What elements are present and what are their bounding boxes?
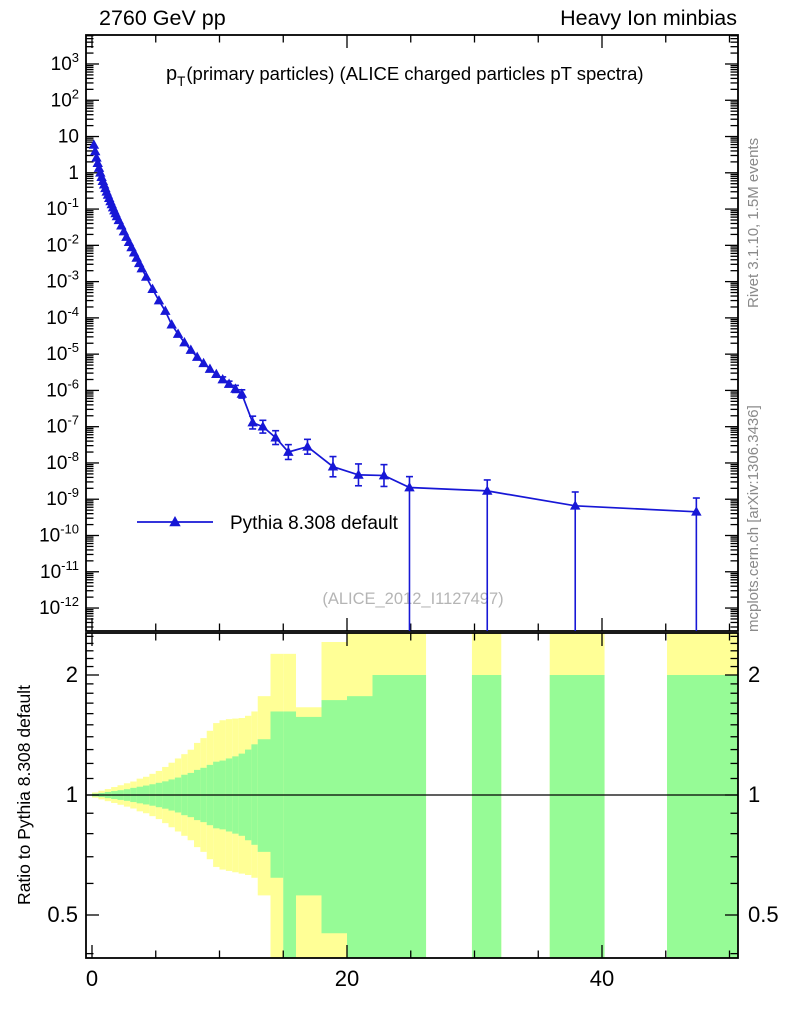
beam-label: 2760 GeV pp xyxy=(99,6,226,30)
ratio-band-inner xyxy=(92,675,738,958)
svg-text:0.5: 0.5 xyxy=(748,902,779,927)
plot-title: pT(primary particles) (ALICE charged par… xyxy=(166,63,644,89)
svg-text:10-11: 10-11 xyxy=(40,558,79,583)
spectrum-error-bars xyxy=(170,323,700,631)
svg-text:2: 2 xyxy=(66,662,78,687)
svg-text:102: 102 xyxy=(51,86,79,111)
svg-text:10-10: 10-10 xyxy=(39,522,79,547)
axis-labels: 10-1210-1110-1010-910-810-710-610-510-41… xyxy=(39,50,779,991)
axis-ticks xyxy=(86,35,738,958)
svg-text:10-3: 10-3 xyxy=(46,268,79,293)
process-label: Heavy Ion minbias xyxy=(560,6,737,30)
svg-text:10-4: 10-4 xyxy=(46,304,79,329)
svg-text:1: 1 xyxy=(68,163,79,184)
mcplots-arxiv-note: mcplots.cern.ch [arXiv:1306.3436] xyxy=(745,405,762,632)
svg-text:10-2: 10-2 xyxy=(46,231,79,256)
svg-text:10: 10 xyxy=(58,127,79,148)
svg-text:0.5: 0.5 xyxy=(47,902,78,927)
svg-text:10-5: 10-5 xyxy=(46,340,79,365)
spectrum-line xyxy=(93,144,697,513)
svg-text:2: 2 xyxy=(748,662,760,687)
svg-text:20: 20 xyxy=(335,966,359,991)
svg-text:10-8: 10-8 xyxy=(46,449,79,474)
rivet-version-note: Rivet 3.1.10, 1.5M events xyxy=(745,138,762,308)
svg-text:pT(primary particles) (ALICE c: pT(primary particles) (ALICE charged par… xyxy=(166,63,644,89)
spectrum-markers xyxy=(88,139,702,516)
legend-marker xyxy=(137,516,213,527)
svg-text:1: 1 xyxy=(748,782,760,807)
svg-text:1: 1 xyxy=(66,782,78,807)
svg-text:0: 0 xyxy=(86,966,98,991)
svg-text:10-6: 10-6 xyxy=(46,376,79,401)
svg-text:103: 103 xyxy=(51,50,79,75)
svg-text:10-7: 10-7 xyxy=(46,413,79,438)
svg-text:10-12: 10-12 xyxy=(39,594,79,619)
svg-text:10-9: 10-9 xyxy=(46,485,79,510)
legend-label: Pythia 8.308 default xyxy=(230,513,399,534)
ratio-y-axis-label: Ratio to Pythia 8.308 default xyxy=(14,685,34,905)
analysis-watermark: (ALICE_2012_I1127497) xyxy=(322,590,503,608)
svg-text:40: 40 xyxy=(590,966,614,991)
svg-text:10-1: 10-1 xyxy=(46,195,79,220)
